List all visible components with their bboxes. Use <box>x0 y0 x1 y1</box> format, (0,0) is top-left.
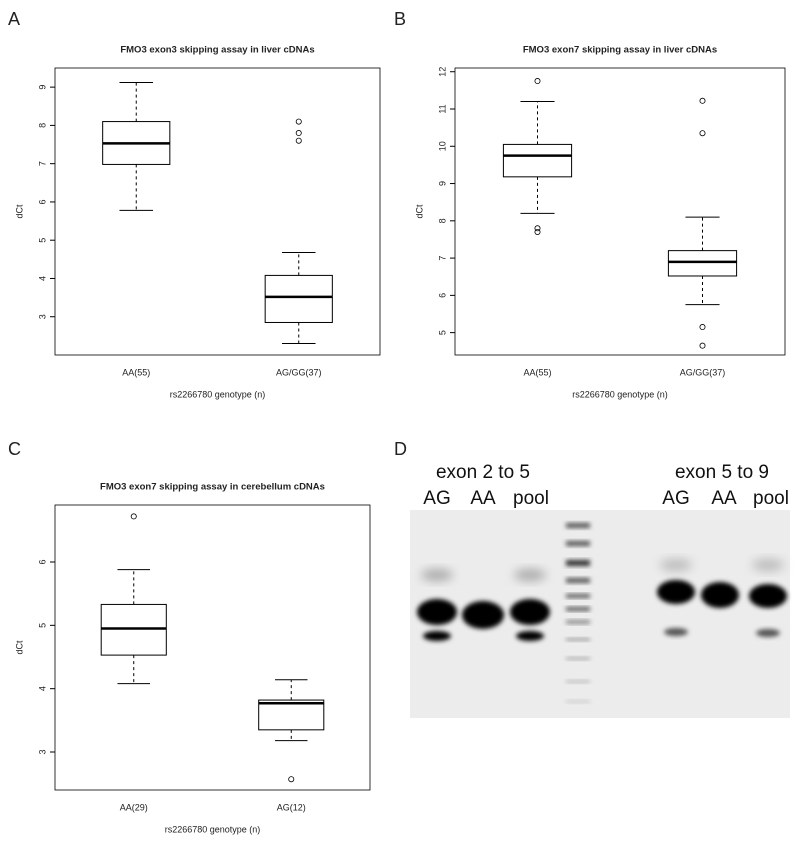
panel-label: A <box>8 9 20 29</box>
outlier <box>534 225 541 232</box>
y-tick-label: 4 <box>37 276 47 281</box>
ladder-band <box>566 578 590 583</box>
y-tick-label: 7 <box>437 256 447 261</box>
y-tick-label: 5 <box>37 623 47 628</box>
x-tick-label: AG/GG(37) <box>276 367 322 377</box>
outlier <box>534 228 541 235</box>
gel-ladder <box>566 523 590 703</box>
lane-label: pool <box>753 488 789 509</box>
y-tick-label: 6 <box>37 559 47 564</box>
y-tick-label: 6 <box>437 293 447 298</box>
y-axis-label: dCt <box>14 640 24 655</box>
gel-band <box>756 629 780 637</box>
x-tick-label: AG/GG(37) <box>680 367 726 377</box>
x-tick-label: AA(55) <box>523 367 551 377</box>
y-tick-label: 8 <box>37 123 47 128</box>
gel-smear <box>660 559 692 571</box>
y-tick-label: 5 <box>37 238 47 243</box>
y-tick-label: 7 <box>37 161 47 166</box>
y-tick-label: 8 <box>437 218 447 223</box>
gel-band <box>749 584 787 608</box>
gel-band <box>701 582 739 608</box>
outlier <box>699 97 706 104</box>
chart-title: FMO3 exon7 skipping assay in cerebellum … <box>100 482 325 493</box>
gel-band <box>516 631 544 641</box>
gel-bands <box>417 559 787 641</box>
plot-frame <box>54 504 371 791</box>
plot-frame <box>454 67 786 356</box>
ladder-band <box>566 680 590 683</box>
outlier <box>295 118 302 125</box>
box <box>258 699 325 731</box>
gel-band <box>510 599 550 625</box>
outlier <box>534 78 541 85</box>
x-tick-label: AA(29) <box>120 802 148 812</box>
box <box>667 250 738 277</box>
gel-band <box>462 601 504 629</box>
plot-frame <box>54 67 381 356</box>
chart-title: FMO3 exon3 skipping assay in liver cDNAs <box>120 45 314 56</box>
ladder-band <box>566 620 590 624</box>
x-tick-label: AG(12) <box>277 802 306 812</box>
x-axis-label: rs2266780 genotype (n) <box>572 389 668 399</box>
outlier <box>699 130 706 137</box>
y-tick-label: 10 <box>437 141 447 151</box>
ladder-band <box>566 638 590 641</box>
gel-smear <box>514 569 546 581</box>
x-tick-label: AA(55) <box>122 367 150 377</box>
y-tick-label: 9 <box>37 85 47 90</box>
y-tick-label: 3 <box>37 749 47 754</box>
y-tick-label: 3 <box>37 314 47 319</box>
outlier <box>295 130 302 137</box>
ladder-band <box>566 541 590 546</box>
lane-label: AA <box>711 488 737 509</box>
y-tick-label: 4 <box>37 686 47 691</box>
y-axis-label: dCt <box>14 204 24 219</box>
ladder-band <box>566 700 590 703</box>
ladder-band <box>566 594 590 598</box>
gel-group-label: exon 2 to 5 <box>436 462 530 483</box>
box <box>502 143 573 178</box>
y-axis-label: dCt <box>414 204 424 219</box>
lane-label: AA <box>470 488 496 509</box>
ladder-band <box>566 560 590 566</box>
y-tick-label: 11 <box>437 104 447 113</box>
gel-smear <box>752 559 784 571</box>
chart-title: FMO3 exon7 skipping assay in liver cDNAs <box>523 45 717 56</box>
panel-label: B <box>394 9 406 29</box>
outlier <box>288 776 295 783</box>
y-tick-label: 6 <box>37 199 47 204</box>
lane-label: AG <box>423 488 450 509</box>
lane-label: pool <box>513 488 549 509</box>
ladder-band <box>566 607 590 611</box>
panel-label: D <box>394 439 407 459</box>
lane-label: AG <box>662 488 689 509</box>
gel-band <box>417 599 457 625</box>
ladder-band <box>566 657 590 660</box>
y-tick-label: 12 <box>437 67 447 77</box>
gel-band <box>423 631 451 641</box>
box <box>100 603 167 656</box>
gel-smear <box>421 569 453 581</box>
gel-band <box>664 628 688 636</box>
ladder-band <box>566 523 590 528</box>
outlier <box>699 324 706 331</box>
gel-group-label: exon 5 to 9 <box>675 462 769 483</box>
y-tick-label: 5 <box>437 330 447 335</box>
y-tick-label: 9 <box>437 181 447 186</box>
outlier <box>699 342 706 349</box>
gel-panel: D exon 2 to 5 AG AA pool exon 5 to 9 AG … <box>394 439 790 718</box>
x-axis-label: rs2266780 genotype (n) <box>165 824 261 834</box>
gel-band <box>657 580 695 604</box>
outlier <box>130 513 137 520</box>
x-axis-label: rs2266780 genotype (n) <box>170 389 266 399</box>
outlier <box>295 137 302 144</box>
panel-label: C <box>8 439 21 459</box>
box <box>264 274 333 323</box>
